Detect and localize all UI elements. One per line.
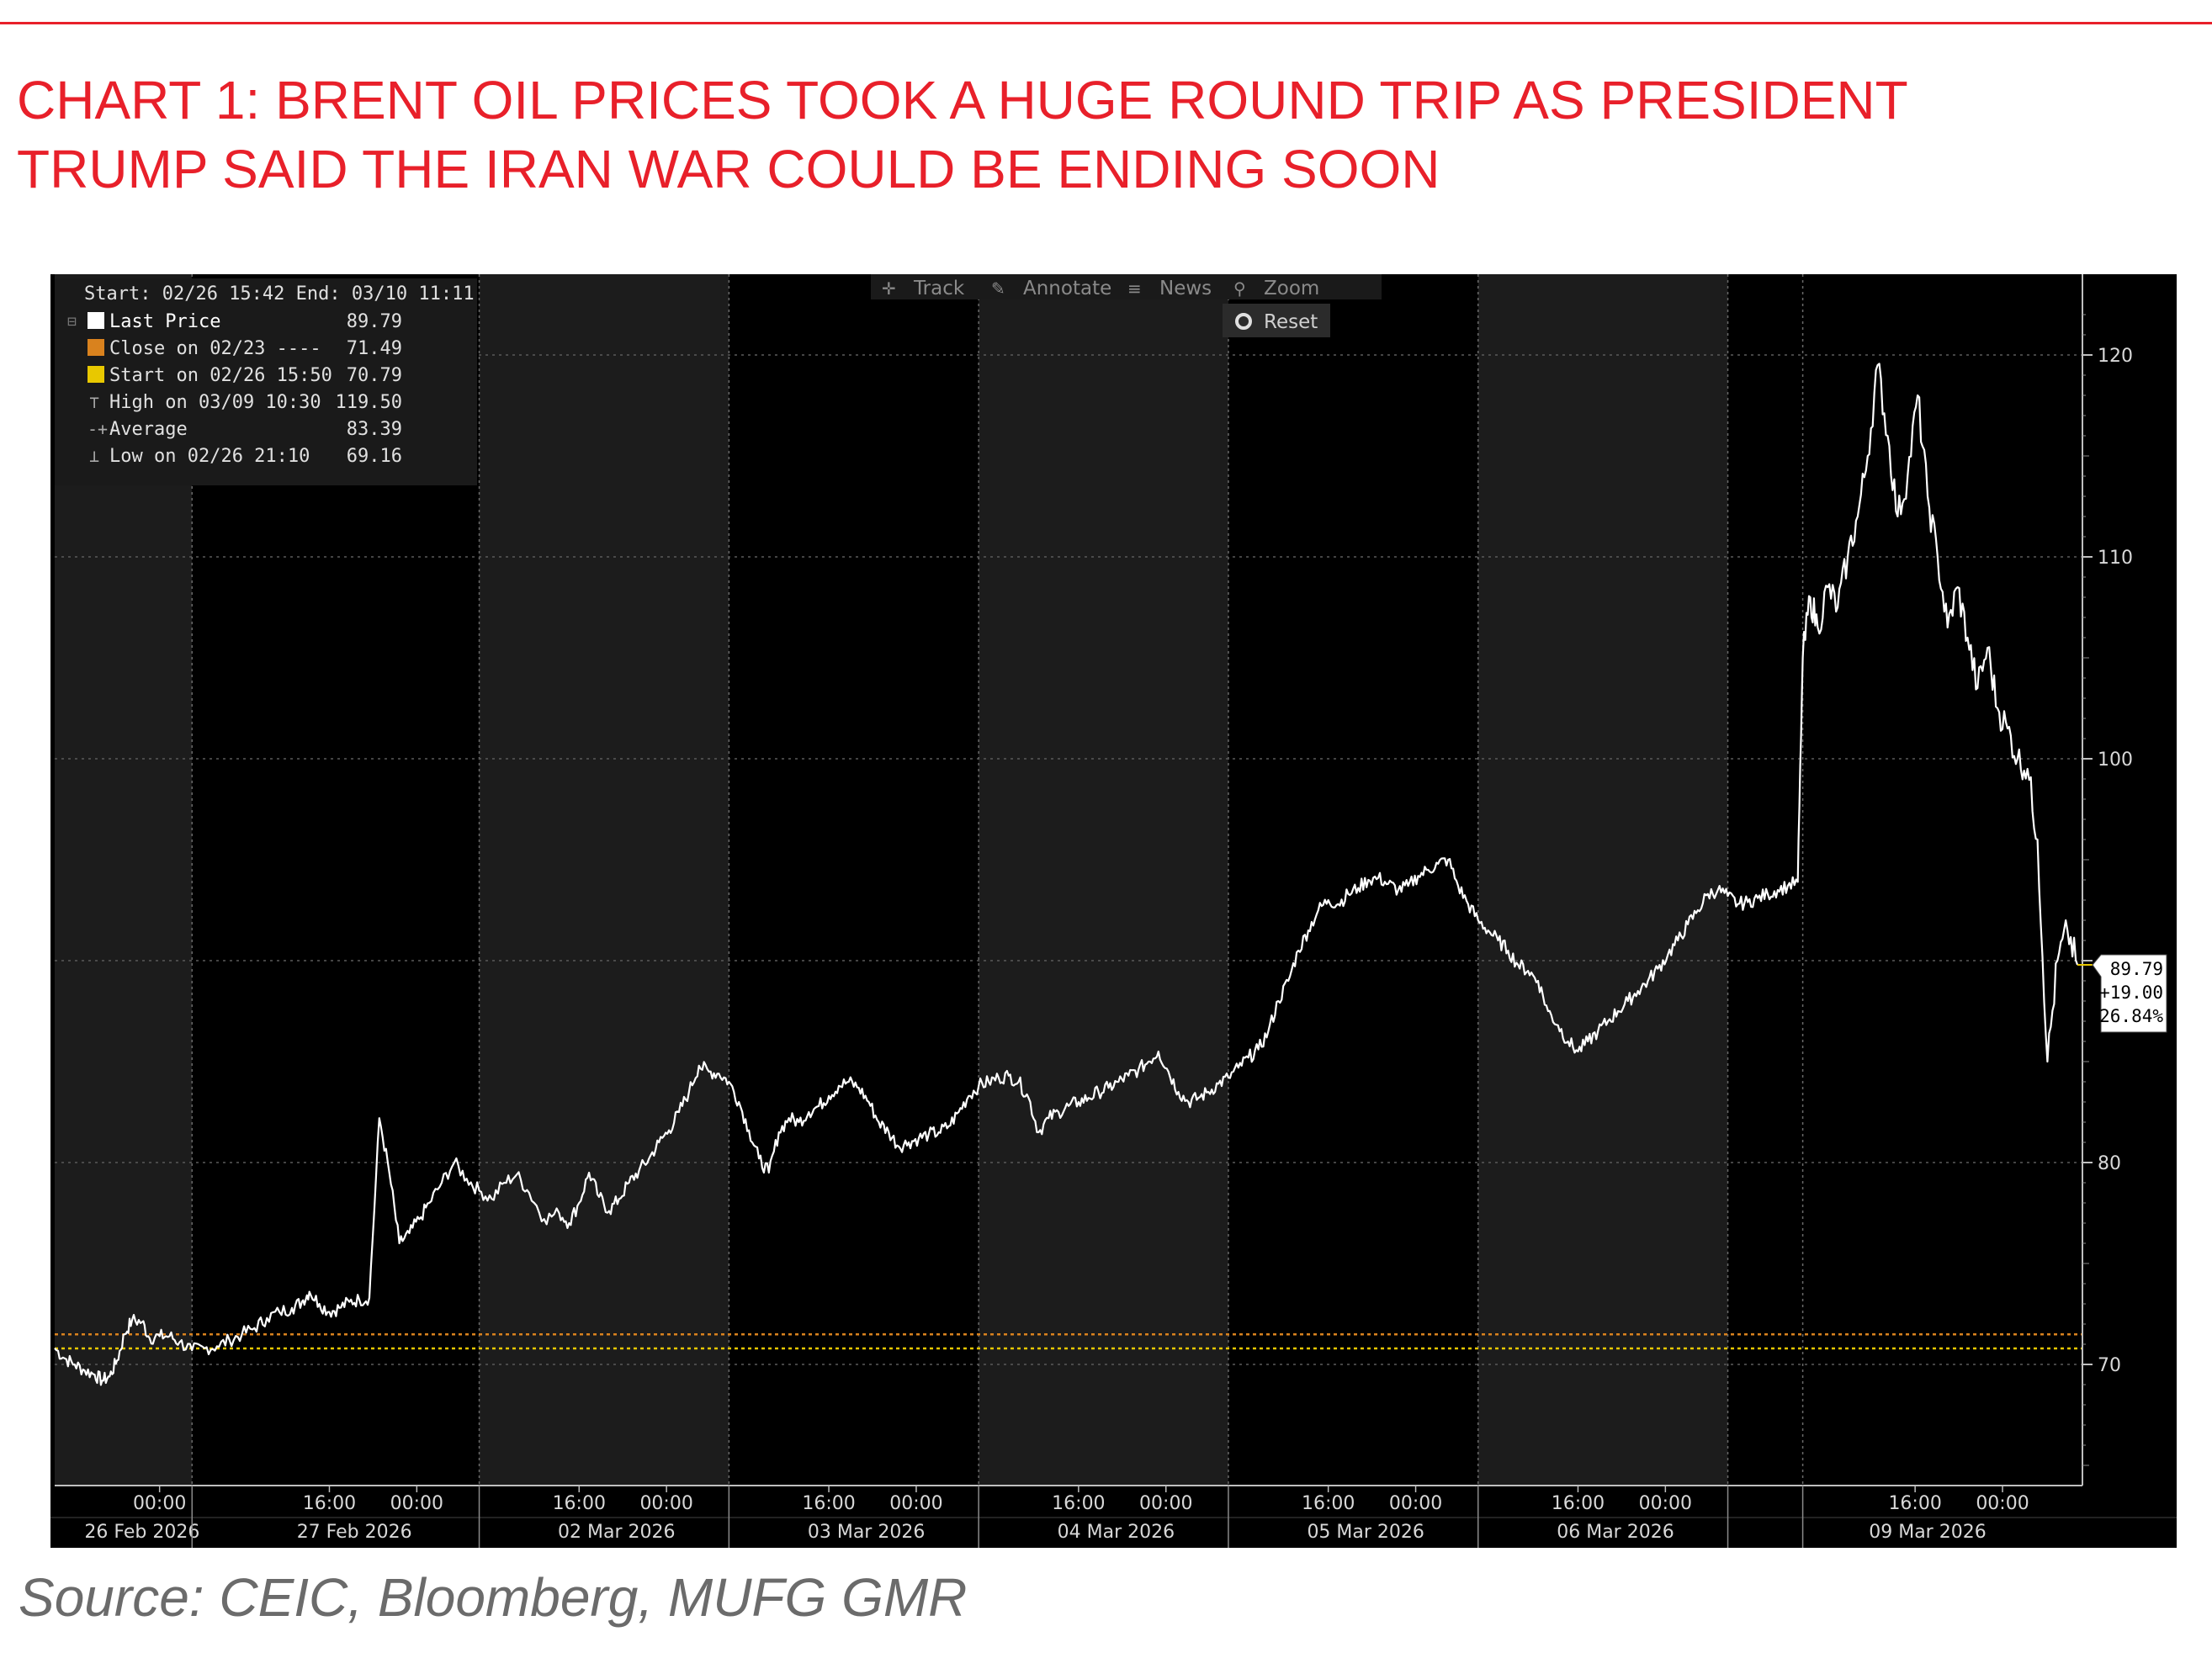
legend-tree-marker: ⊟ (67, 313, 77, 331)
annotate-button[interactable]: ✎ Annotate (991, 278, 1111, 299)
x-tick-label-3: 16:00 (553, 1493, 606, 1514)
x-tick-label-6: 00:00 (889, 1493, 942, 1514)
toolbar-background (871, 274, 1382, 299)
reset-button-bg (1223, 304, 1330, 337)
y-tick-label-100: 100 (2098, 750, 2133, 771)
x-tick-label-7: 16:00 (1052, 1493, 1105, 1514)
legend-label-high: High on 03/09 10:30 (109, 392, 321, 413)
x-date-label-6: 06 Mar 2026 (1557, 1522, 1674, 1543)
reset-button[interactable]: Reset (1223, 304, 1330, 337)
last-price-change: +19.00 (2099, 983, 2163, 1003)
reset-icon (1235, 313, 1252, 330)
annotate-label: Annotate (1023, 278, 1111, 299)
x-axis-date-labels: 26 Feb 2026 27 Feb 2026 02 Mar 2026 03 Mar … (84, 1486, 1987, 1548)
y-tick-label-120: 120 (2098, 346, 2133, 367)
chart-toolbar: ✛ Track ✎ Annotate ≡ News ⚲ Zoom Reset (871, 274, 1382, 337)
session-shade-3 (1477, 274, 1728, 1486)
reset-label: Reset (1264, 311, 1318, 333)
session-shade-1 (479, 274, 729, 1486)
news-icon: ≡ (1127, 278, 1142, 299)
pencil-icon: ✎ (991, 278, 1005, 299)
crosshair-icon: ✛ (882, 278, 896, 299)
x-tick-label-10: 00:00 (1389, 1493, 1442, 1514)
price-series-line (54, 363, 2079, 1386)
brent-price-chart: 70 80 100 110 120 00:00 16:00 00:00 16:00 00:00 1… (50, 274, 2177, 1548)
legend-orange-square-icon (88, 339, 104, 356)
x-date-label-3: 03 Mar 2026 (808, 1522, 925, 1543)
x-tick-label-0: 00:00 (133, 1493, 186, 1514)
zoom-label: Zoom (1264, 278, 1319, 299)
chart-title-line-1: CHART 1: BRENT OIL PRICES TOOK A HUGE RO… (17, 70, 1908, 130)
x-tick-label-2: 00:00 (390, 1493, 443, 1514)
y-tick-label-110: 110 (2098, 548, 2133, 569)
last-price-box-shape (2092, 954, 2167, 1033)
x-date-label-2: 02 Mar 2026 (558, 1522, 675, 1543)
y-tick-label-80: 80 (2098, 1153, 2121, 1174)
x-date-label-5: 05 Mar 2026 (1307, 1522, 1424, 1543)
x-tick-label-5: 16:00 (802, 1493, 855, 1514)
x-tick-label-9: 16:00 (1302, 1493, 1355, 1514)
legend-background (55, 278, 477, 485)
x-date-label-1: 27 Feb 2026 (297, 1522, 412, 1543)
x-date-label-7: 09 Mar 2026 (1869, 1522, 1986, 1543)
session-shade-2 (979, 274, 1228, 1486)
legend-average-marker-icon: -+- (88, 419, 118, 439)
zoom-button[interactable]: ⚲ Zoom (1233, 278, 1319, 299)
legend-value-close: 71.49 (347, 338, 402, 359)
legend-value-high: 119.50 (336, 392, 402, 413)
legend-header: Start: 02/26 15:42 End: 03/10 11:11 (84, 283, 475, 305)
x-date-label-4: 04 Mar 2026 (1058, 1522, 1175, 1543)
legend-high-marker-icon: ⊤ (89, 392, 99, 412)
legend-label-start: Start on 02/26 15:50 (109, 365, 332, 386)
x-tick-label-1: 16:00 (303, 1493, 356, 1514)
x-tick-label-12: 00:00 (1639, 1493, 1692, 1514)
legend: Start: 02/26 15:42 End: 03/10 11:11 ⊟ La… (55, 278, 477, 485)
legend-low-marker-icon: ⊥ (89, 446, 99, 466)
track-button[interactable]: ✛ Track (882, 278, 965, 299)
x-axis-ticks: 00:00 16:00 00:00 16:00 00:00 16:00 00:00 16:00… (133, 1486, 2029, 1514)
chart-title-line-2: TRUMP SAID THE IRAN WAR COULD BE ENDING … (17, 139, 1440, 199)
source-note: Source: CEIC, Bloomberg, MUFG GMR (19, 1567, 968, 1628)
y-axis-ticks: 70 80 100 110 120 (2082, 314, 2133, 1466)
x-tick-label-8: 00:00 (1139, 1493, 1192, 1514)
y-tick-label-70: 70 (2098, 1355, 2121, 1376)
x-tick-label-14: 00:00 (1976, 1493, 2029, 1514)
news-button[interactable]: ≡ News (1127, 278, 1212, 299)
last-price-percent: 26.84% (2099, 1006, 2163, 1026)
top-rule (0, 22, 2212, 24)
legend-value-last-price: 89.79 (347, 311, 402, 332)
magnifier-icon: ⚲ (1233, 278, 1246, 299)
legend-value-start: 70.79 (347, 365, 402, 386)
track-label: Track (913, 278, 965, 299)
legend-value-average: 83.39 (347, 419, 402, 440)
x-tick-label-11: 16:00 (1552, 1493, 1605, 1514)
legend-value-low: 69.16 (347, 446, 402, 467)
last-price-box: 89.79 +19.00 26.84% (2077, 954, 2167, 1033)
x-date-label-0: 26 Feb 2026 (84, 1522, 199, 1543)
legend-label-average: Average (109, 419, 188, 440)
x-tick-label-13: 16:00 (1888, 1493, 1941, 1514)
reference-lines (55, 1332, 2082, 1350)
legend-label-close: Close on 02/23 ---- (109, 338, 321, 359)
legend-label-last-price: Last Price (109, 311, 220, 332)
last-price-value: 89.79 (2110, 959, 2163, 979)
x-tick-label-4: 00:00 (639, 1493, 692, 1514)
chart-title: CHART 1: BRENT OIL PRICES TOOK A HUGE RO… (17, 66, 2171, 204)
legend-white-square-icon (88, 312, 104, 329)
news-label: News (1159, 278, 1212, 299)
legend-label-low: Low on 02/26 21:10 (109, 446, 310, 467)
legend-yellow-square-icon (88, 366, 104, 383)
